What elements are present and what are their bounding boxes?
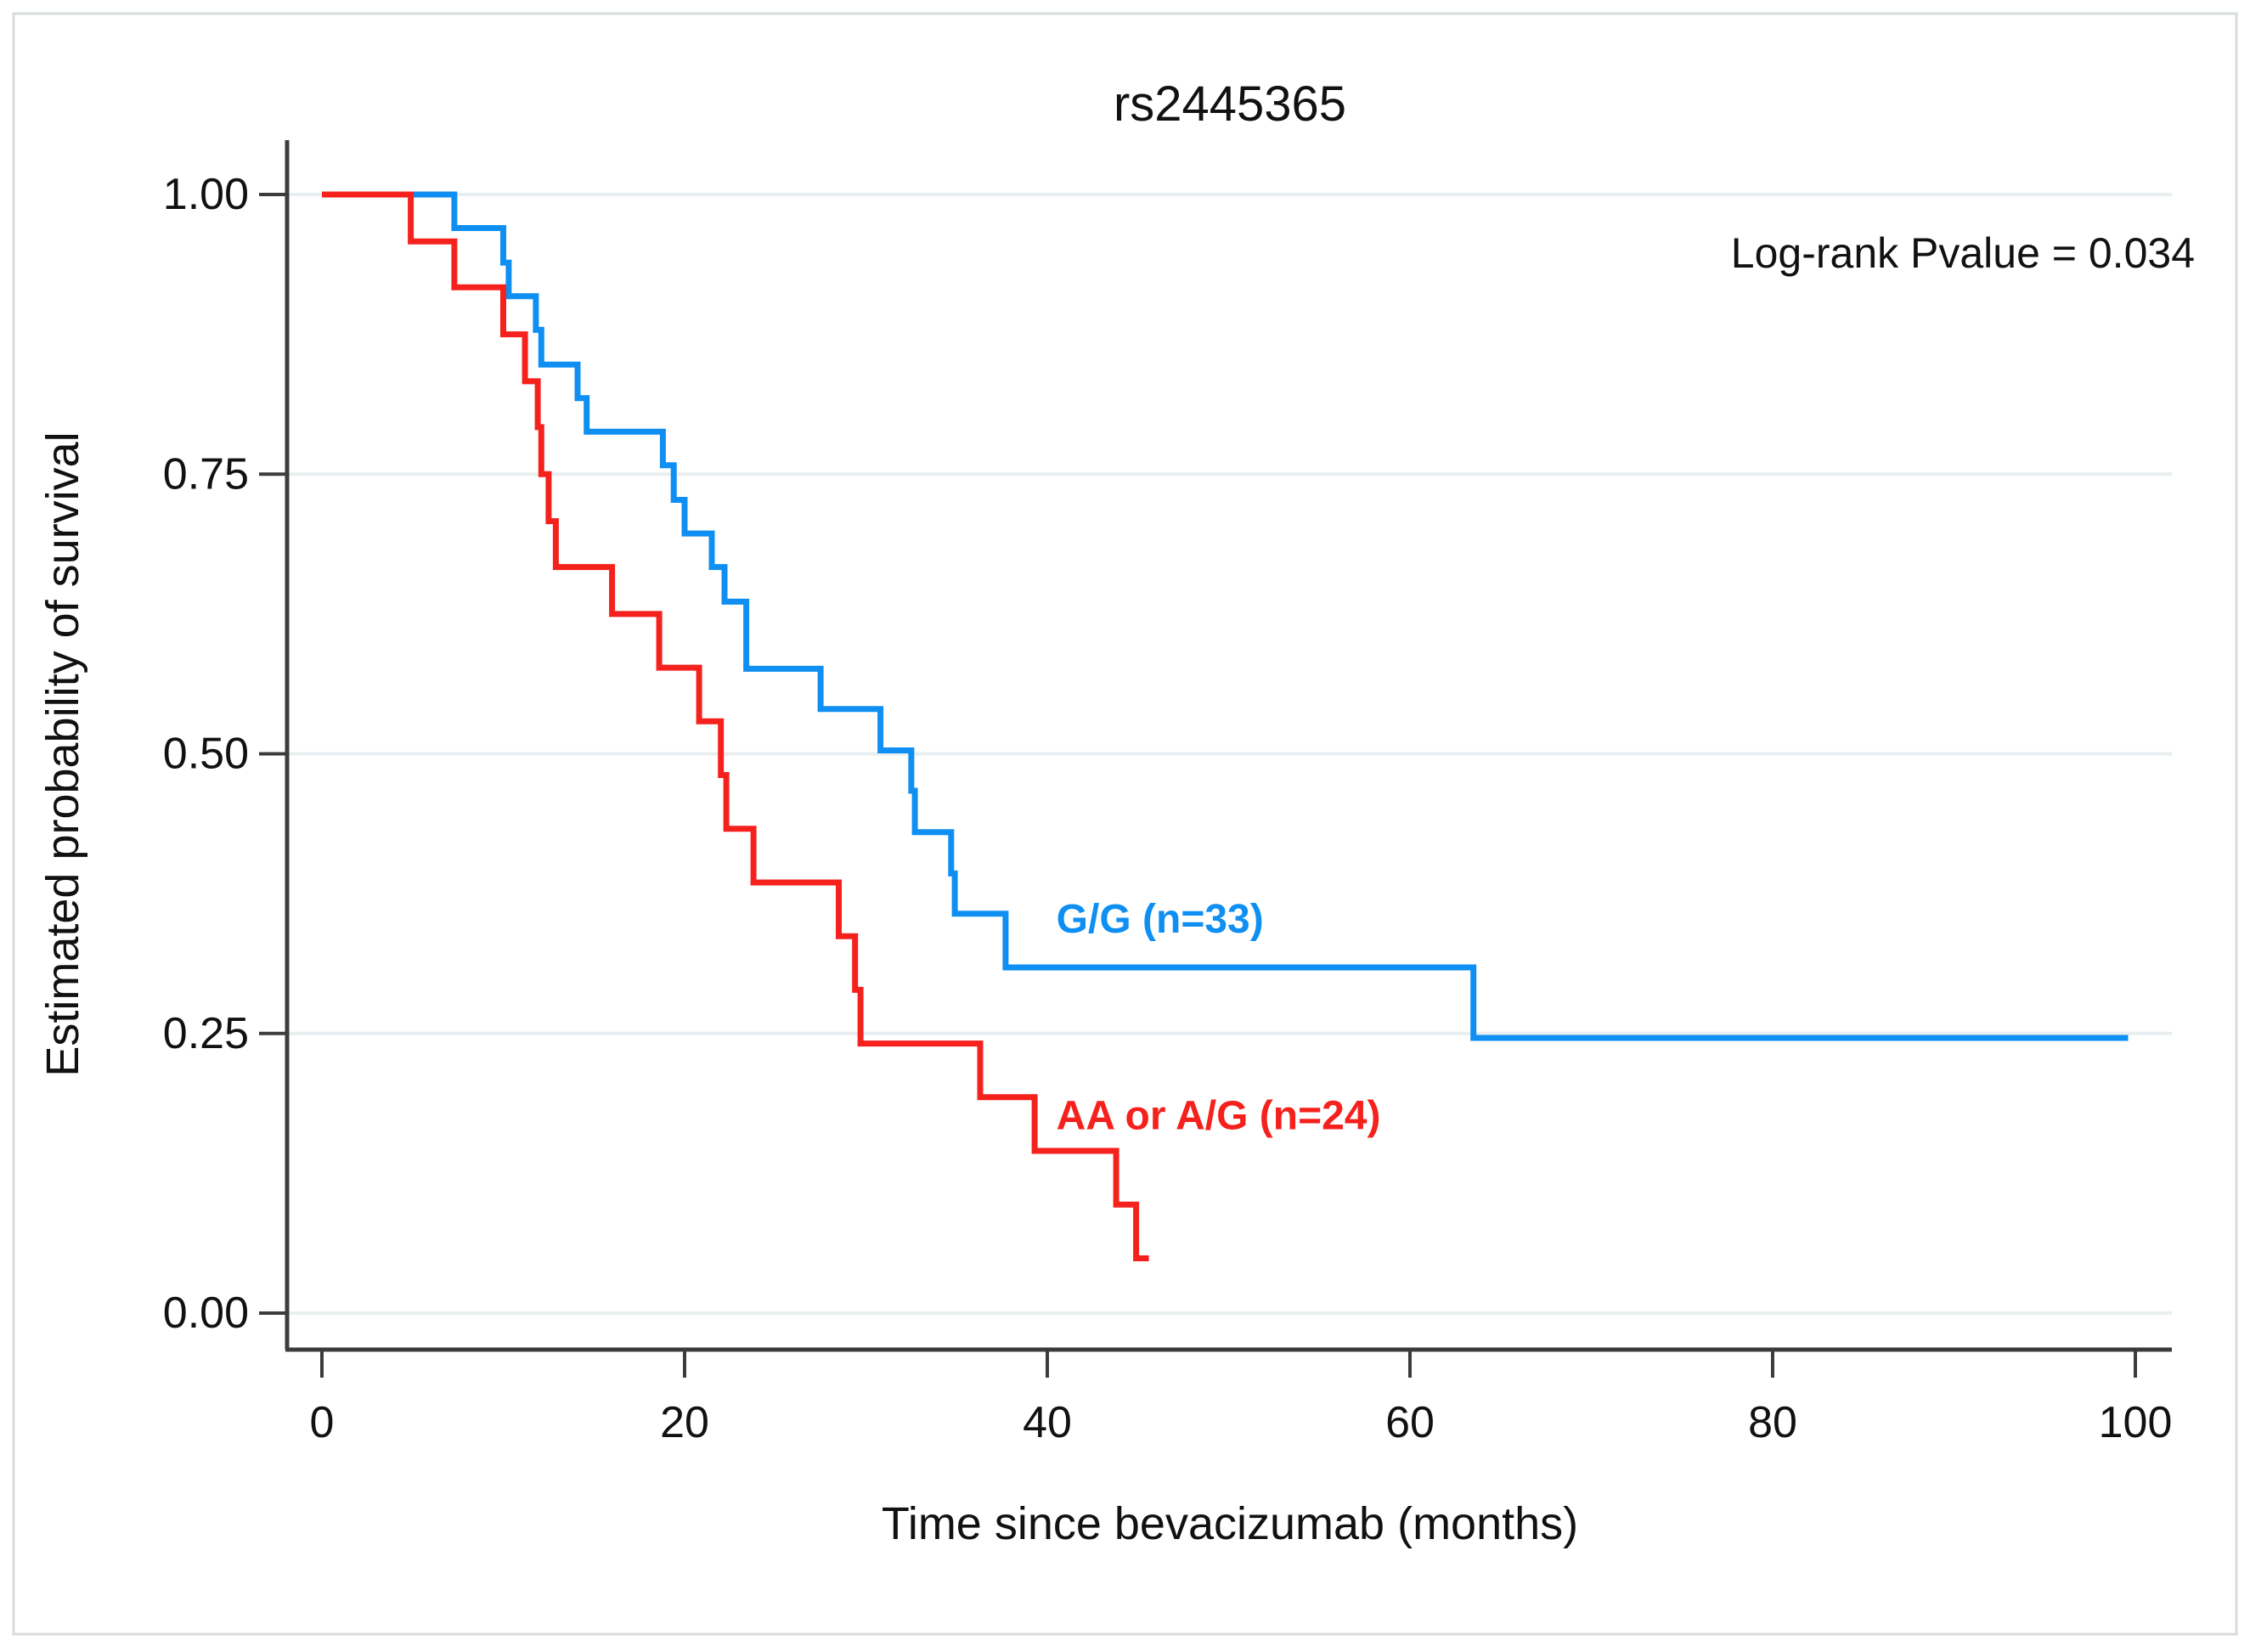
x-tick-label: 80 (1748, 1398, 1797, 1447)
x-tick-label: 20 (660, 1398, 709, 1447)
y-axis-label: Estimated probability of survival (37, 431, 88, 1076)
y-tick-label: 0.25 (163, 1009, 249, 1058)
y-tick-label: 0.00 (163, 1288, 249, 1338)
y-tick-label: 1.00 (163, 170, 249, 219)
curve-label-aag: AA or A/G (n=24) (1057, 1094, 1381, 1139)
x-tick-label: 40 (1023, 1398, 1072, 1447)
survival-curve-gg (322, 191, 2129, 1041)
x-tick-label: 60 (1385, 1398, 1435, 1447)
outer-border (12, 12, 2238, 1636)
y-tick-label: 0.75 (163, 449, 249, 499)
curve-label-gg: G/G (n=33) (1057, 897, 1264, 942)
survival-curve-aag (322, 191, 1149, 1261)
x-tick-label: 0 (310, 1398, 335, 1447)
x-tick-label: 100 (2099, 1398, 2173, 1447)
chart-title: rs2445365 (1114, 76, 1346, 132)
logrank-pvalue-annotation: Log-rank Pvalue = 0.034 (1731, 229, 2195, 277)
y-tick-label: 0.50 (163, 730, 249, 779)
x-axis-label: Time since bevacizumab (months) (882, 1498, 1578, 1549)
plot-area: 0.00 0.25 0.50 0.75 1.00 0 20 40 60 80 100 G/G (n=3… (163, 140, 2173, 1447)
